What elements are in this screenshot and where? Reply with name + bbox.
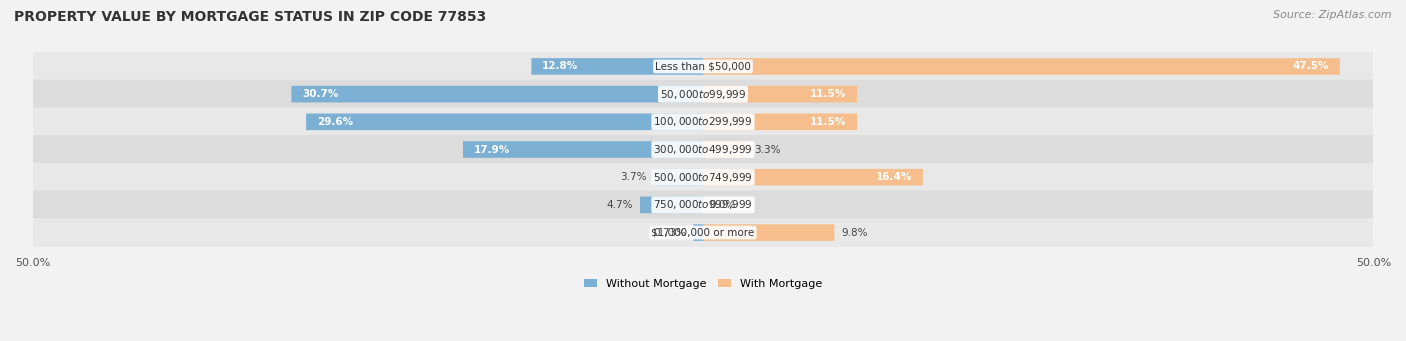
- Text: Less than $50,000: Less than $50,000: [655, 61, 751, 72]
- Text: 3.7%: 3.7%: [620, 172, 647, 182]
- Text: 11.5%: 11.5%: [810, 89, 846, 99]
- Text: $750,000 to $999,999: $750,000 to $999,999: [654, 198, 752, 211]
- FancyBboxPatch shape: [32, 163, 1374, 192]
- FancyBboxPatch shape: [654, 169, 703, 186]
- FancyBboxPatch shape: [703, 58, 1340, 75]
- Text: 30.7%: 30.7%: [302, 89, 339, 99]
- FancyBboxPatch shape: [531, 58, 703, 75]
- FancyBboxPatch shape: [463, 141, 703, 158]
- FancyBboxPatch shape: [307, 114, 703, 130]
- Text: $50,000 to $99,999: $50,000 to $99,999: [659, 88, 747, 101]
- Text: $1,000,000 or more: $1,000,000 or more: [651, 227, 755, 238]
- FancyBboxPatch shape: [693, 224, 703, 241]
- FancyBboxPatch shape: [703, 169, 922, 186]
- Text: $500,000 to $749,999: $500,000 to $749,999: [654, 171, 752, 184]
- FancyBboxPatch shape: [703, 86, 858, 102]
- FancyBboxPatch shape: [32, 135, 1374, 164]
- Legend: Without Mortgage, With Mortgage: Without Mortgage, With Mortgage: [579, 275, 827, 294]
- Text: $300,000 to $499,999: $300,000 to $499,999: [654, 143, 752, 156]
- FancyBboxPatch shape: [703, 114, 858, 130]
- FancyBboxPatch shape: [291, 86, 703, 102]
- Text: 29.6%: 29.6%: [316, 117, 353, 127]
- FancyBboxPatch shape: [32, 80, 1374, 108]
- Text: 0.73%: 0.73%: [654, 227, 686, 238]
- Text: Source: ZipAtlas.com: Source: ZipAtlas.com: [1274, 10, 1392, 20]
- FancyBboxPatch shape: [640, 196, 703, 213]
- FancyBboxPatch shape: [32, 191, 1374, 219]
- FancyBboxPatch shape: [32, 52, 1374, 81]
- Text: 9.8%: 9.8%: [841, 227, 868, 238]
- FancyBboxPatch shape: [703, 224, 834, 241]
- Text: PROPERTY VALUE BY MORTGAGE STATUS IN ZIP CODE 77853: PROPERTY VALUE BY MORTGAGE STATUS IN ZIP…: [14, 10, 486, 24]
- Text: 0.0%: 0.0%: [710, 200, 735, 210]
- Text: 47.5%: 47.5%: [1292, 61, 1329, 72]
- Text: 16.4%: 16.4%: [876, 172, 912, 182]
- FancyBboxPatch shape: [32, 107, 1374, 136]
- Text: 3.3%: 3.3%: [754, 145, 780, 154]
- Text: $100,000 to $299,999: $100,000 to $299,999: [654, 115, 752, 128]
- Text: 4.7%: 4.7%: [607, 200, 633, 210]
- Text: 17.9%: 17.9%: [474, 145, 510, 154]
- Text: 11.5%: 11.5%: [810, 117, 846, 127]
- FancyBboxPatch shape: [703, 141, 747, 158]
- FancyBboxPatch shape: [32, 218, 1374, 247]
- Text: 12.8%: 12.8%: [543, 61, 578, 72]
